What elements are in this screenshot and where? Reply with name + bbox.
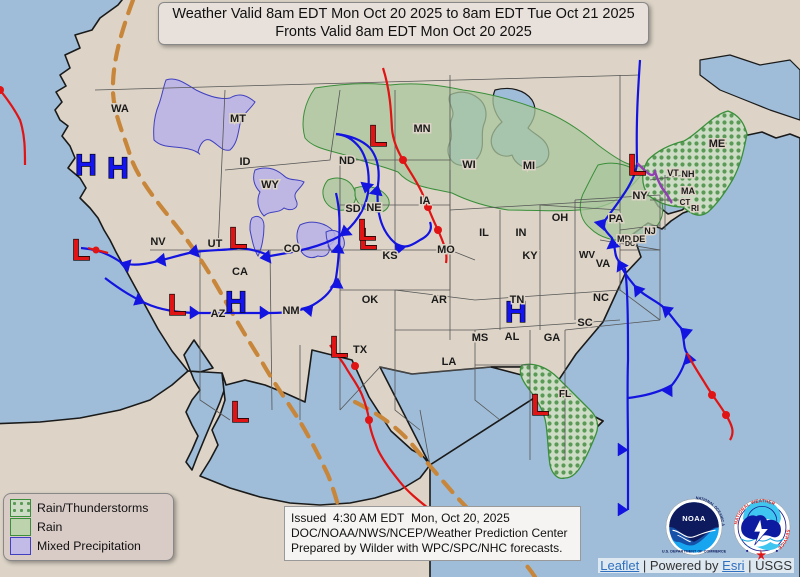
svg-text:MN: MN <box>413 123 430 135</box>
svg-text:L: L <box>369 120 387 153</box>
svg-text:CA: CA <box>232 266 248 278</box>
svg-text:L: L <box>628 149 646 182</box>
svg-text:NY: NY <box>632 190 648 202</box>
svg-text:GA: GA <box>544 332 561 344</box>
svg-text:SD: SD <box>345 203 360 215</box>
svg-text:L: L <box>531 389 549 422</box>
svg-text:NE: NE <box>366 202 381 214</box>
svg-text:AZ: AZ <box>211 308 226 320</box>
svg-text:OK: OK <box>362 294 379 306</box>
svg-text:IN: IN <box>516 227 527 239</box>
svg-text:NV: NV <box>150 236 166 248</box>
svg-text:L: L <box>168 289 186 322</box>
svg-text:WV: WV <box>579 250 595 261</box>
svg-text:CT: CT <box>680 198 691 207</box>
svg-text:RI: RI <box>691 204 699 213</box>
svg-text:L: L <box>231 396 249 429</box>
svg-text:KY: KY <box>522 250 538 262</box>
svg-text:H: H <box>225 286 247 319</box>
svg-text:NJ: NJ <box>644 226 656 236</box>
svg-text:MS: MS <box>472 332 489 344</box>
svg-text:NC: NC <box>593 292 609 304</box>
svg-text:H: H <box>107 152 129 185</box>
svg-text:L: L <box>72 234 90 267</box>
svg-text:WY: WY <box>261 179 279 191</box>
svg-text:VT: VT <box>667 168 679 178</box>
svg-text:AR: AR <box>431 294 447 306</box>
svg-text:LA: LA <box>442 356 457 368</box>
svg-text:L: L <box>229 222 247 255</box>
svg-text:PA: PA <box>609 213 624 225</box>
svg-text:TX: TX <box>353 344 368 356</box>
svg-text:UT: UT <box>208 238 223 250</box>
svg-text:ID: ID <box>240 156 251 168</box>
svg-text:MT: MT <box>230 113 246 125</box>
svg-text:CO: CO <box>284 243 301 255</box>
svg-text:WI: WI <box>462 159 475 171</box>
svg-text:U.S. DEPARTMENT OF COMMERCE: U.S. DEPARTMENT OF COMMERCE <box>662 550 727 554</box>
svg-text:NM: NM <box>282 305 299 317</box>
svg-text:MO: MO <box>437 244 455 256</box>
svg-text:NH: NH <box>682 169 695 179</box>
svg-text:L: L <box>330 331 348 364</box>
svg-text:TN: TN <box>510 294 525 306</box>
svg-text:VA: VA <box>596 258 611 270</box>
svg-text:ME: ME <box>709 138 726 150</box>
svg-text:MI: MI <box>523 160 535 172</box>
svg-text:KS: KS <box>382 250 397 262</box>
svg-text:AL: AL <box>505 331 520 343</box>
svg-text:MA: MA <box>681 186 695 196</box>
svg-text:IL: IL <box>479 227 489 239</box>
svg-text:WA: WA <box>111 103 129 115</box>
svg-text:L: L <box>358 214 376 247</box>
svg-text:OH: OH <box>552 212 569 224</box>
svg-text:H: H <box>75 149 97 182</box>
svg-text:NOAA: NOAA <box>682 514 706 523</box>
svg-text:SC: SC <box>577 317 592 329</box>
svg-text:DE: DE <box>633 234 646 244</box>
svg-text:IA: IA <box>420 195 431 207</box>
svg-text:ND: ND <box>339 155 355 167</box>
svg-text:FL: FL <box>559 389 571 400</box>
